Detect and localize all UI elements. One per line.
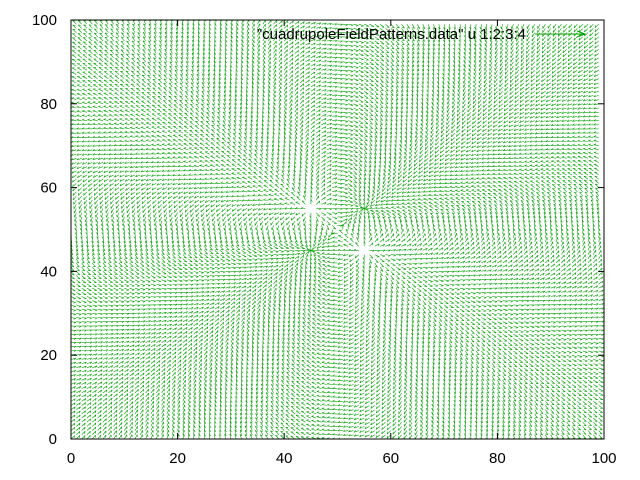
plot-frame (70, 19, 605, 440)
legend-label: "cuadrupoleFieldPatterns.data" u 1:2:3:4 (257, 26, 526, 43)
legend-sample-arrowhead (576, 30, 587, 38)
legend: "cuadrupoleFieldPatterns.data" u 1:2:3:4 (257, 26, 587, 43)
axis-ticks: 0 20 40 60 80 100 0 20 40 60 80 100 (32, 12, 617, 467)
x-tick-label: 40 (276, 450, 293, 467)
x-tick-label: 80 (489, 450, 506, 467)
field-arrows (71, 20, 604, 439)
y-tick-label: 0 (49, 431, 57, 448)
y-tick-label: 20 (40, 347, 57, 364)
y-tick-label: 40 (40, 263, 57, 280)
y-tick-label: 60 (40, 180, 57, 197)
x-tick-label: 100 (591, 450, 616, 467)
x-tick-label: 60 (382, 450, 399, 467)
x-tick-label: 20 (169, 450, 186, 467)
y-tick-label: 100 (32, 12, 57, 29)
x-tick-label: 0 (67, 450, 75, 467)
y-tick-label: 80 (40, 96, 57, 113)
vector-field-series (71, 20, 604, 439)
